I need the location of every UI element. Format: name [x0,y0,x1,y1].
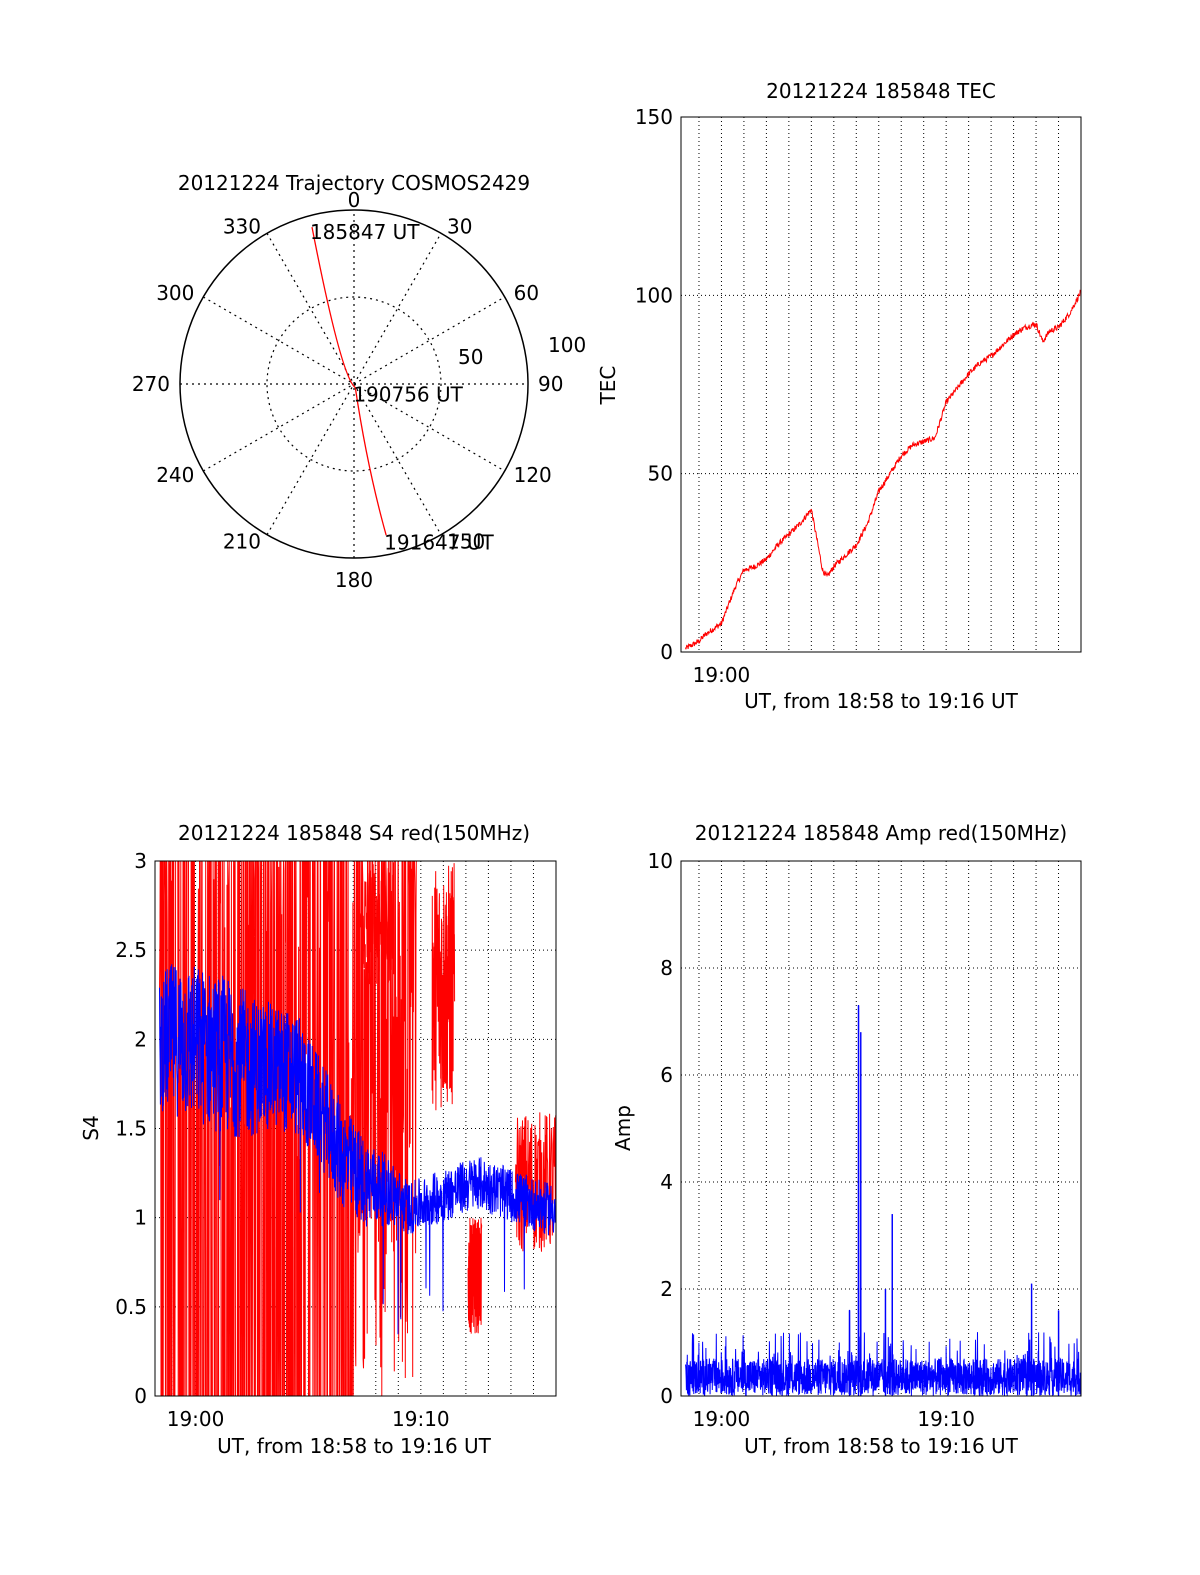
s4-axis-labels: 0 0.5 1 1.5 2 2.5 3 19:00 19:10 [115,849,449,1431]
s4-ytick-label: 1 [134,1206,147,1230]
amp-xtick-label: 19:00 [693,1407,751,1431]
amp-blue-line [685,1005,1082,1397]
polar-azimuth-label: 60 [514,281,539,305]
amp-ytick-label: 8 [660,956,673,980]
s4-ytick-label: 3 [134,849,147,873]
s4-blue-line [159,964,557,1335]
polar-azimuth-label: 180 [335,568,373,592]
polar-azimuth-label: 30 [447,214,472,238]
s4-red-burst [359,861,395,984]
tec-line [685,288,1082,650]
amp-plot: 20121224 185848 Amp red(150MHz) 0 2 4 6 8 10 1… [611,821,1082,1458]
s4-red-burst [431,863,456,1111]
tec-ylabel: TEC [596,366,620,406]
s4-ytick-label: 2 [134,1027,147,1051]
s4-ytick-label: 0 [134,1384,147,1408]
s4-ytick-label: 2.5 [115,938,147,962]
amp-ylabel: Amp [611,1105,635,1151]
tec-ytick-label: 100 [635,283,673,307]
polar-azimuth-label: 270 [132,372,170,396]
tec-title: 20121224 185848 TEC [766,79,996,103]
tec-axis-labels: 0 50 100 150 19:00 [635,105,750,687]
s4-plot: 20121224 185848 S4 red(150MHz) 0 0.5 1 1.5 2… [79,821,557,1458]
amp-ytick-label: 10 [648,849,673,873]
polar-radial-label: 50 [458,345,483,369]
polar-spoke [266,233,442,535]
trajectory-track: 185847 UT 190756 UT 191647 UT [310,220,495,554]
amp-ytick-label: 4 [660,1170,673,1194]
tec-series [685,288,1082,650]
trajectory-line [311,226,387,536]
polar-azimuth-label: 150 [447,530,485,554]
amp-title: 20121224 185848 Amp red(150MHz) [695,821,1067,845]
amp-xtick-label: 19:10 [917,1407,975,1431]
polar-azimuth-label: 0 [348,188,361,212]
polar-azimuth-label: 120 [514,463,552,487]
polar-azimuth-labels: 0 30 60 90 120 150 180 210 240 270 300 330 50 100 [132,188,586,592]
polar-azimuth-label: 330 [223,214,261,238]
tec-xlabel: UT, from 18:58 to 19:16 UT [744,689,1019,713]
trajectory-point-label: 190756 UT [353,383,463,407]
polar-grid [179,209,529,559]
s4-xtick-label: 19:10 [392,1407,450,1431]
s4-title: 20121224 185848 S4 red(150MHz) [178,821,530,845]
polar-azimuth-label: 210 [223,530,261,554]
s4-red-burst [467,1217,483,1334]
polar-azimuth-label: 300 [156,281,194,305]
trajectory-plot: 20121224 Trajectory COSMOS2429 0 30 60 90 12… [132,171,586,592]
s4-series [159,860,557,1397]
tec-plot: 20121224 185848 TEC 0 50 100 150 19:00 UT, f… [596,79,1082,713]
s4-ylabel: S4 [79,1115,103,1140]
amp-ytick-label: 2 [660,1277,673,1301]
tec-frame [680,116,1082,653]
polar-radial-label: 100 [548,333,586,357]
trajectory-title: 20121224 Trajectory COSMOS2429 [178,171,530,195]
s4-ytick-label: 0.5 [115,1295,147,1319]
amp-grid [681,861,1082,1396]
amp-xlabel: UT, from 18:58 to 19:16 UT [744,1434,1019,1458]
amp-frame [680,860,1082,1397]
s4-xtick-label: 19:00 [167,1407,225,1431]
s4-xlabel: UT, from 18:58 to 19:16 UT [217,1434,492,1458]
polar-azimuth-label: 240 [156,463,194,487]
amp-axis-labels: 0 2 4 6 8 10 19:00 19:10 [648,849,975,1431]
amp-series [685,1005,1082,1397]
s4-ytick-label: 1.5 [115,1117,147,1141]
tec-ytick-label: 150 [635,105,673,129]
amp-ytick-label: 6 [660,1063,673,1087]
s4-frame [154,860,557,1397]
amp-ytick-label: 0 [660,1384,673,1408]
tec-xtick-label: 19:00 [693,663,751,687]
polar-azimuth-label: 90 [538,372,563,396]
tec-grid [681,117,1082,652]
trajectory-point-label: 191647 UT [384,530,494,554]
tec-ytick-label: 0 [660,640,673,664]
polar-inner-ring [266,296,442,472]
trajectory-point-label: 185847 UT [310,220,420,244]
tec-ytick-label: 50 [648,462,673,486]
